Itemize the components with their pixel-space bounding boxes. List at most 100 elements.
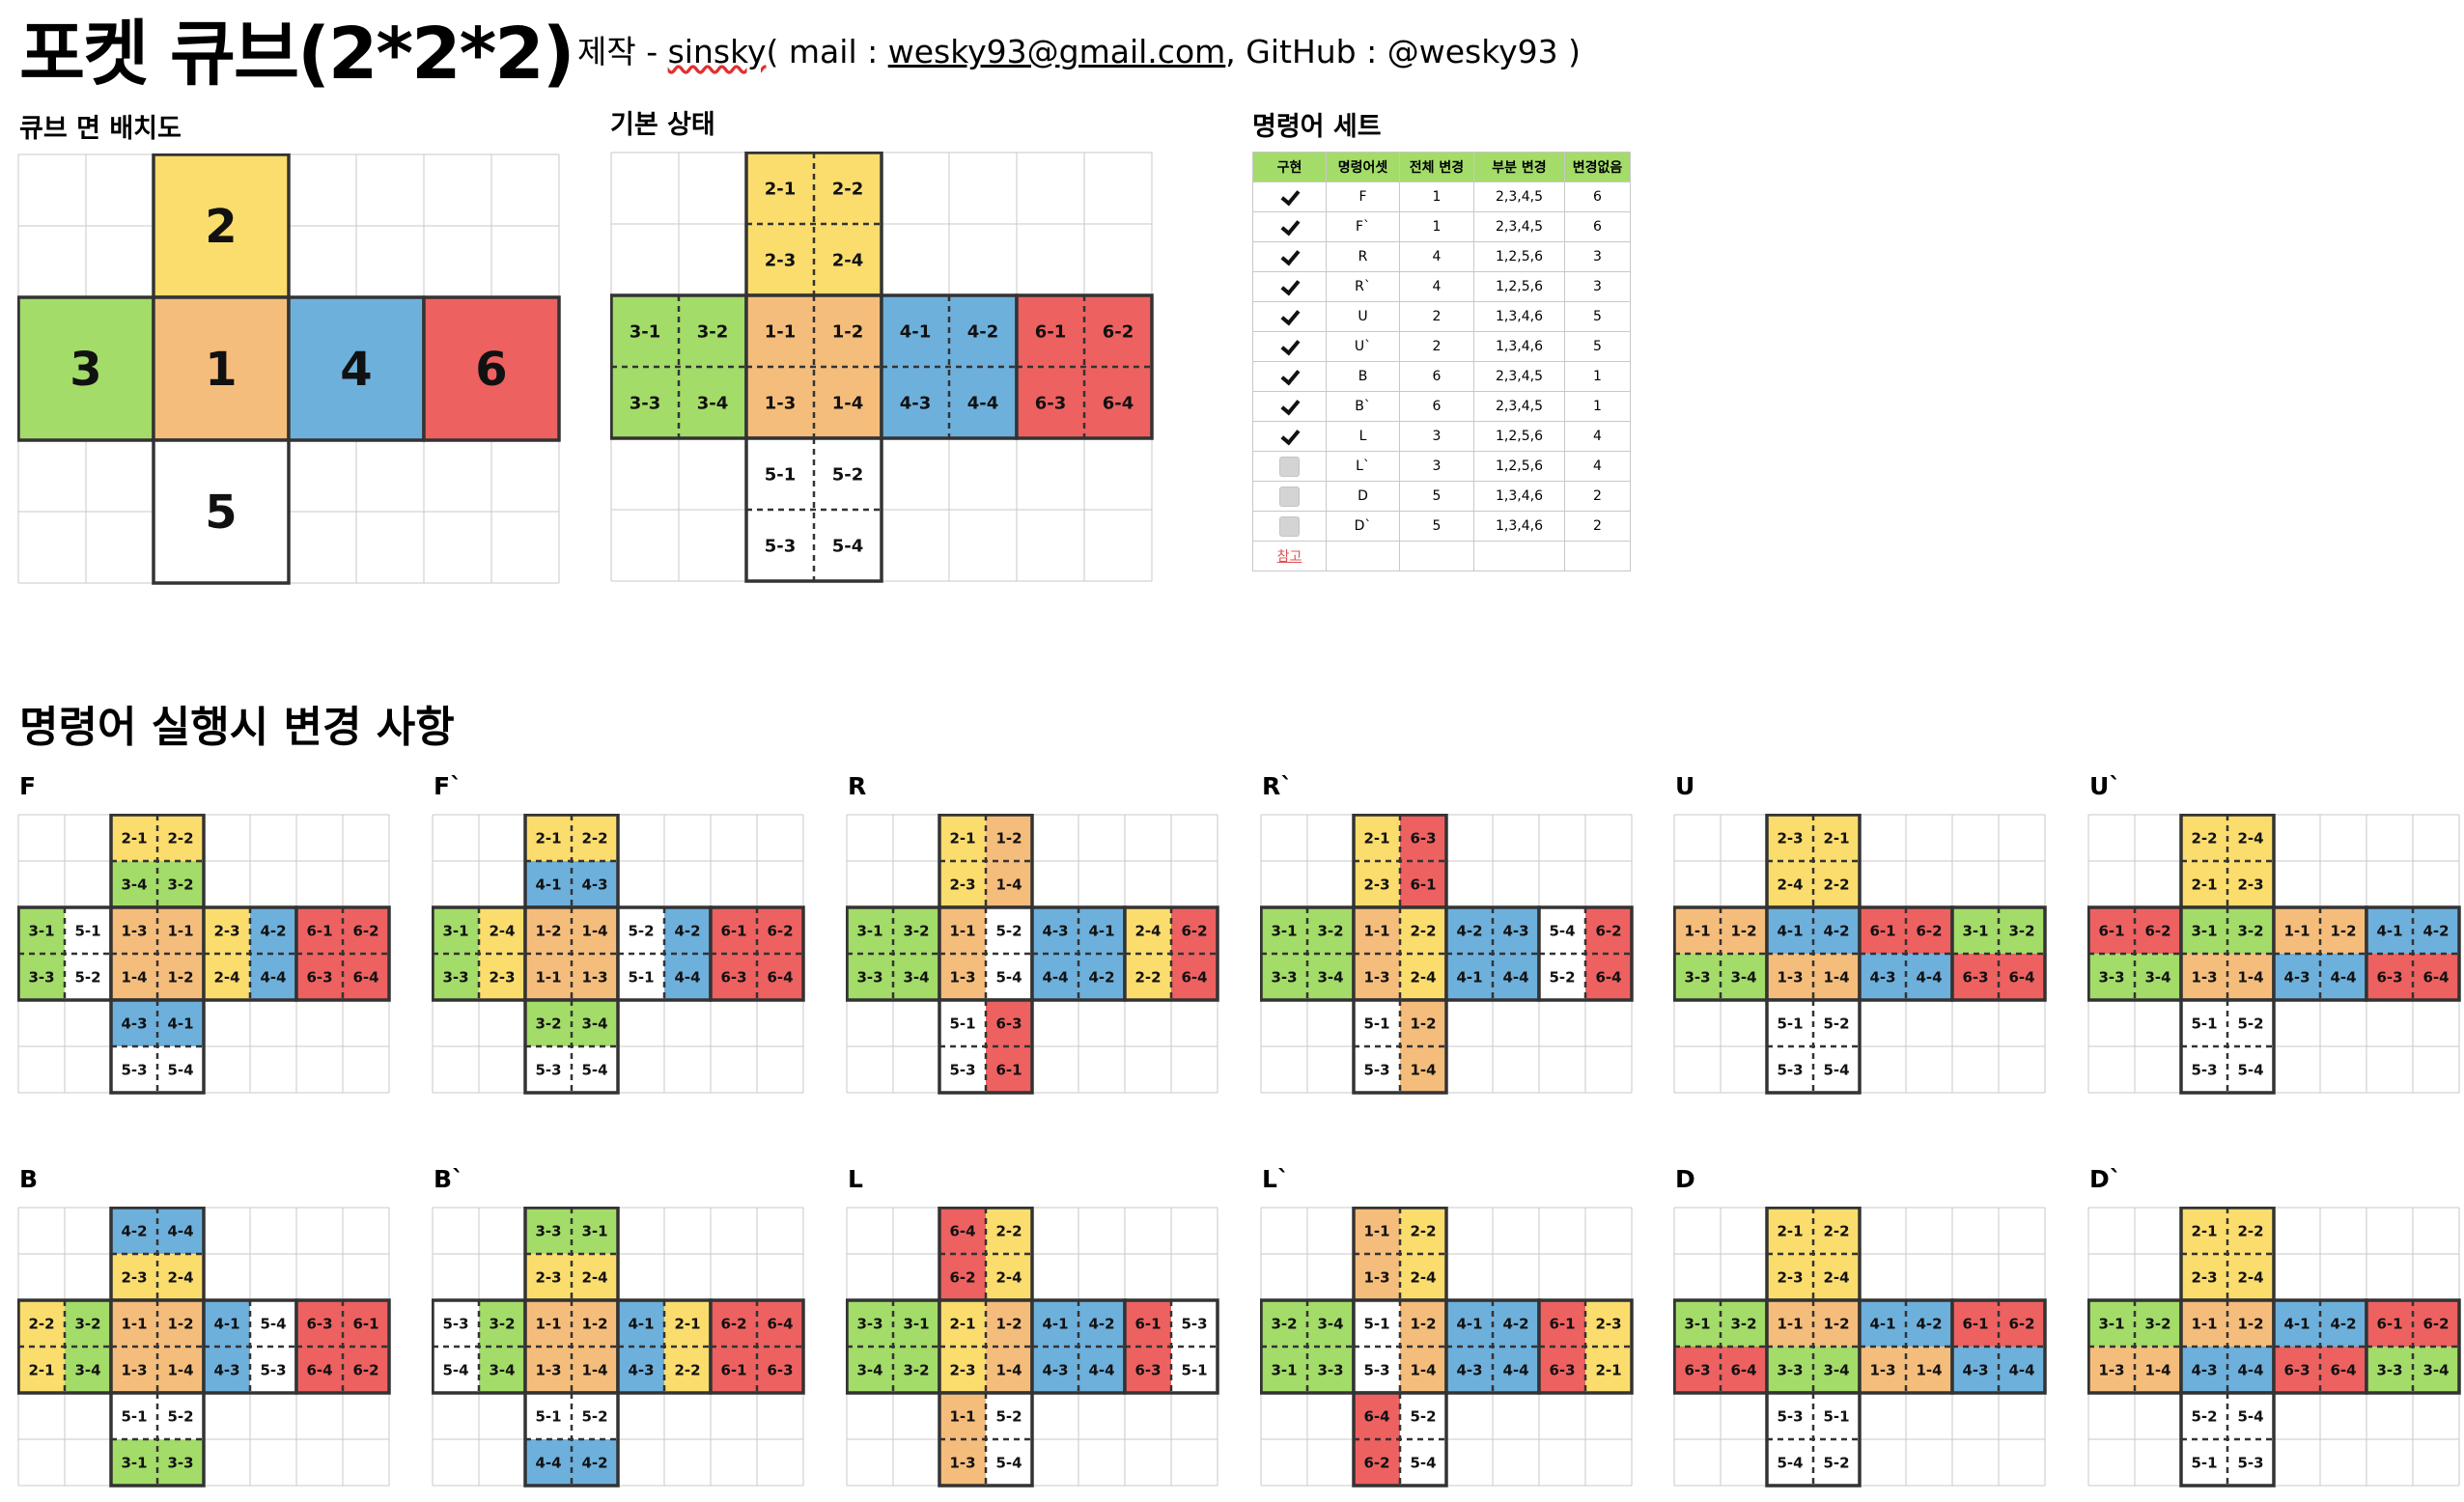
cmd-sticker-right-1: 4-1: [2274, 1300, 2320, 1347]
cmd-sticker-label: 4-1: [1456, 968, 1482, 986]
cmd-sticker-label: 4-2: [581, 1454, 607, 1471]
cmd-sticker-left-2: 1-2: [1721, 907, 1767, 954]
command-net-1: 2-1 2-2 3-4 3-2 3-1 5-1 3-3 5-2 1-3 1-1 1-4 1-2 2-3 4…: [17, 814, 391, 1095]
cmd-sticker-front-3: 3-3: [1767, 1347, 1813, 1393]
cmd-sticker-top-4: 2-4: [572, 1254, 618, 1300]
cmd-sticker-bottom-1: 3-2: [525, 1000, 572, 1046]
email-link[interactable]: wesky93@gmail.com: [887, 33, 1226, 70]
cmd-sticker-label: 2-2: [2191, 829, 2217, 847]
table-row: F` 1 2,3,4,5 6: [1252, 211, 1631, 242]
cmd-sticker-label: 3-3: [535, 1222, 561, 1239]
cmd-sticker-label: 1-3: [2098, 1361, 2124, 1378]
cmd-sticker-back-2: 6-2: [757, 907, 803, 954]
cmd-sticker-top-4: 2-2: [1813, 861, 1860, 907]
implemented-checkbox[interactable]: [1279, 456, 1300, 477]
cmd-sticker-bottom-1: 5-2: [2181, 1393, 2227, 1439]
cmd-sticker-label: 6-4: [2422, 968, 2449, 986]
default-sticker-front-4: 1-4: [814, 367, 882, 438]
cell-none: 1: [1564, 391, 1631, 422]
cmd-sticker-bottom-4: 5-3: [2227, 1439, 2274, 1486]
default-sticker-right-3: 4-3: [882, 367, 949, 438]
cmd-sticker-bottom-4: 5-4: [1400, 1439, 1446, 1486]
layout-face-label: 6: [475, 343, 507, 397]
implemented-checkbox[interactable]: [1280, 427, 1299, 446]
cmd-sticker-back-2: 5-3: [1171, 1300, 1218, 1347]
cmd-sticker-label: 3-4: [489, 1361, 515, 1378]
default-sticker-label: 1-3: [765, 393, 797, 413]
cmd-sticker-right-3: 4-3: [204, 1347, 250, 1393]
cmd-sticker-bottom-4: 5-4: [2227, 1046, 2274, 1093]
cmd-sticker-label: 2-4: [489, 922, 515, 939]
cmd-sticker-front-3: 1-1: [525, 954, 572, 1000]
cmd-sticker-front-4: 4-4: [2227, 1347, 2274, 1393]
cmd-sticker-label: 2-1: [2191, 1222, 2217, 1239]
cmd-sticker-label: 3-1: [1684, 1315, 1710, 1332]
cmd-sticker-label: 2-4: [2237, 829, 2263, 847]
cmd-sticker-label: 4-4: [167, 1222, 193, 1239]
cmd-sticker-bottom-1: 5-1: [2181, 1000, 2227, 1046]
cmd-sticker-left-3: 5-4: [433, 1347, 479, 1393]
layout-face-5: 5: [152, 438, 291, 585]
command-net-11: 2-1 2-2 2-3 2-4 3-1 3-2 6-3 6-4 1-1 1-2 3-3 3-4 4-1 4…: [1673, 1207, 2047, 1488]
cmd-sticker-back-3: 4-3: [1952, 1347, 1999, 1393]
cmd-sticker-back-1: 3-1: [1952, 907, 1999, 954]
cell-none: 3: [1564, 241, 1631, 272]
implemented-checkbox[interactable]: [1280, 247, 1299, 266]
note-link[interactable]: 참고: [1276, 549, 1302, 565]
cmd-sticker-back-4: 6-4: [1999, 954, 2045, 1000]
cmd-sticker-right-4: 1-4: [1906, 1347, 1952, 1393]
cmd-sticker-label: 5-4: [1549, 922, 1575, 939]
implemented-checkbox[interactable]: [1279, 486, 1300, 507]
table-header-row: 구현 명령어셋 전체 변경 부분 변경 변경없음: [1252, 152, 1631, 182]
cmd-sticker-label: 4-2: [1088, 1315, 1114, 1332]
cell-partial: 1,3,4,6: [1473, 511, 1565, 542]
cmd-sticker-label: 4-2: [2330, 1315, 2356, 1332]
cmd-sticker-label: 4-2: [1456, 922, 1482, 939]
default-sticker-label: 5-3: [765, 536, 797, 556]
implemented-checkbox[interactable]: [1279, 515, 1300, 537]
cmd-sticker-label: 2-2: [995, 1222, 1022, 1239]
cmd-sticker-top-4: 2-3: [2227, 861, 2274, 907]
cmd-sticker-label: 2-4: [1777, 876, 1803, 893]
cmd-sticker-right-3: 4-1: [1446, 954, 1493, 1000]
cmd-sticker-label: 2-3: [2237, 876, 2263, 893]
table-row: 참고: [1252, 541, 1631, 571]
implemented-cell: [1252, 481, 1327, 512]
command-label: L`: [1262, 1165, 1290, 1193]
cmd-sticker-left-3: 1-3: [2088, 1347, 2135, 1393]
implemented-checkbox[interactable]: [1280, 367, 1299, 386]
cmd-sticker-label: 5-2: [2191, 1407, 2217, 1425]
cmd-sticker-label: 4-3: [2191, 1361, 2217, 1378]
cmd-sticker-bottom-4: 5-4: [986, 1439, 1032, 1486]
implemented-checkbox[interactable]: [1280, 397, 1299, 416]
face-layout-net: 2 3 1 4 6 5: [17, 153, 561, 585]
cmd-sticker-back-2: 4-2: [2413, 907, 2459, 954]
cmd-sticker-right-2: 1-2: [2320, 907, 2366, 954]
cmd-sticker-bottom-1: 6-4: [1354, 1393, 1400, 1439]
cmd-sticker-right-1: 1-1: [2274, 907, 2320, 954]
implemented-checkbox[interactable]: [1280, 277, 1299, 296]
cmd-sticker-label: 1-1: [1684, 922, 1710, 939]
cmd-sticker-left-4: 3-2: [893, 1347, 939, 1393]
cmd-sticker-label: 2-2: [1410, 1222, 1436, 1239]
command-label: D: [1675, 1165, 1695, 1193]
cmd-sticker-label: 1-4: [581, 1361, 607, 1378]
default-sticker-left-3: 3-3: [611, 367, 679, 438]
cmd-sticker-label: 1-3: [2191, 968, 2217, 986]
cmd-sticker-label: 3-1: [442, 922, 468, 939]
implemented-checkbox[interactable]: [1280, 307, 1299, 326]
cmd-sticker-left-3: 3-1: [1261, 1347, 1307, 1393]
implemented-checkbox[interactable]: [1280, 217, 1299, 236]
cmd-sticker-top-2: 2-2: [2227, 1208, 2274, 1254]
cmd-sticker-bottom-3: 5-1: [2181, 1439, 2227, 1486]
default-sticker-bottom-3: 5-3: [746, 510, 814, 581]
default-sticker-label: 6-4: [1103, 393, 1134, 413]
cmd-sticker-front-4: 1-4: [1400, 1347, 1446, 1393]
cmd-sticker-top-2: 2-1: [1813, 815, 1860, 861]
cmd-sticker-label: 5-1: [1363, 1015, 1389, 1032]
implemented-checkbox[interactable]: [1280, 187, 1299, 207]
implemented-checkbox[interactable]: [1280, 337, 1299, 356]
cmd-sticker-right-3: 2-4: [204, 954, 250, 1000]
cmd-sticker-bottom-2: 5-2: [1400, 1393, 1446, 1439]
cmd-sticker-label: 6-2: [767, 922, 793, 939]
